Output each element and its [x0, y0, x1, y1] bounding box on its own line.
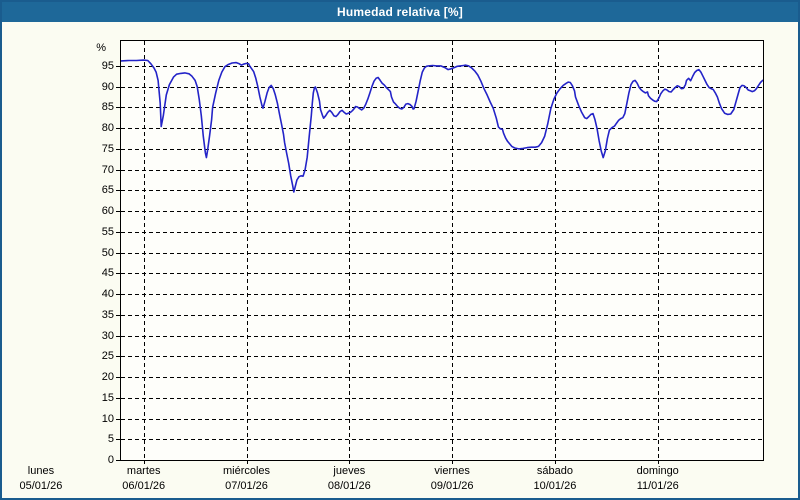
- x-tick-date-label: 09/01/26: [430, 480, 474, 492]
- y-tick-label: 80: [101, 122, 114, 135]
- x-tick-day-label: domingo: [636, 465, 679, 477]
- y-tick-label: 55: [101, 225, 114, 238]
- plot-area: [120, 40, 764, 461]
- x-tick-day-label: viernes: [434, 465, 470, 477]
- y-tick-mark: [116, 170, 121, 171]
- chart-title-bar: Humedad relativa [%]: [2, 2, 798, 22]
- y-tick-mark: [116, 419, 121, 420]
- chart-title: Humedad relativa [%]: [336, 5, 464, 19]
- y-tick-label: 85: [101, 101, 114, 114]
- y-tick-mark: [116, 66, 121, 67]
- x-tick-day-label: jueves: [333, 465, 366, 477]
- y-tick-mark: [116, 336, 121, 337]
- y-tick-mark: [116, 211, 121, 212]
- y-tick-label: 95: [101, 59, 114, 72]
- x-tick-mark: [658, 461, 659, 464]
- y-tick-mark: [116, 377, 121, 378]
- y-tick-mark: [116, 315, 121, 316]
- x-tick-day-label: martes: [126, 465, 161, 477]
- y-tick-mark: [116, 460, 121, 461]
- x-tick-mark: [452, 461, 453, 464]
- y-tick-mark: [116, 398, 121, 399]
- x-tick-mark: [247, 461, 248, 464]
- y-tick-label: 65: [101, 184, 114, 197]
- y-tick-mark: [116, 439, 121, 440]
- x-tick-mark: [144, 461, 145, 464]
- x-tick-date-label: 08/01/26: [327, 480, 371, 492]
- y-tick-mark: [116, 273, 121, 274]
- x-tick-day-label: lunes: [27, 465, 55, 477]
- y-tick-mark: [116, 356, 121, 357]
- x-tick-date-label: 11/01/26: [636, 480, 679, 492]
- y-tick-label: 15: [101, 391, 114, 404]
- y-tick-mark: [116, 232, 121, 233]
- x-tick-date-label: 10/01/26: [533, 480, 577, 492]
- humidity-line-chart: [121, 41, 763, 460]
- y-tick-label: 40: [101, 288, 114, 301]
- y-tick-mark: [116, 294, 121, 295]
- y-tick-label: 30: [101, 329, 114, 342]
- y-tick-mark: [116, 253, 121, 254]
- x-tick-date-label: 07/01/26: [225, 480, 268, 492]
- y-tick-label: 50: [101, 246, 114, 259]
- x-tick-date-label: 05/01/26: [19, 480, 63, 492]
- y-tick-mark: [116, 87, 121, 88]
- y-tick-label: 75: [101, 142, 114, 155]
- y-tick-mark: [116, 128, 121, 129]
- y-axis-unit-label: %: [96, 42, 106, 54]
- y-tick-label: 35: [101, 308, 114, 321]
- y-tick-label: 25: [101, 350, 114, 363]
- x-tick-day-label: sábado: [536, 465, 573, 477]
- y-tick-label: 90: [101, 80, 114, 93]
- y-tick-label: 70: [101, 163, 114, 176]
- x-tick-mark: [349, 461, 350, 464]
- y-tick-mark: [116, 190, 121, 191]
- humidity-series-line: [121, 59, 763, 193]
- y-tick-label: 10: [101, 412, 114, 425]
- y-tick-label: 5: [107, 433, 114, 446]
- y-tick-label: 60: [101, 205, 114, 218]
- y-tick-mark: [116, 149, 121, 150]
- y-tick-mark: [116, 107, 121, 108]
- y-tick-label: 0: [107, 454, 114, 466]
- x-tick-mark: [555, 461, 556, 464]
- y-tick-label: 20: [101, 371, 114, 384]
- x-tick-date-label: 06/01/26: [122, 480, 166, 492]
- x-tick-day-label: miércoles: [222, 465, 271, 477]
- y-tick-label: 45: [101, 267, 114, 280]
